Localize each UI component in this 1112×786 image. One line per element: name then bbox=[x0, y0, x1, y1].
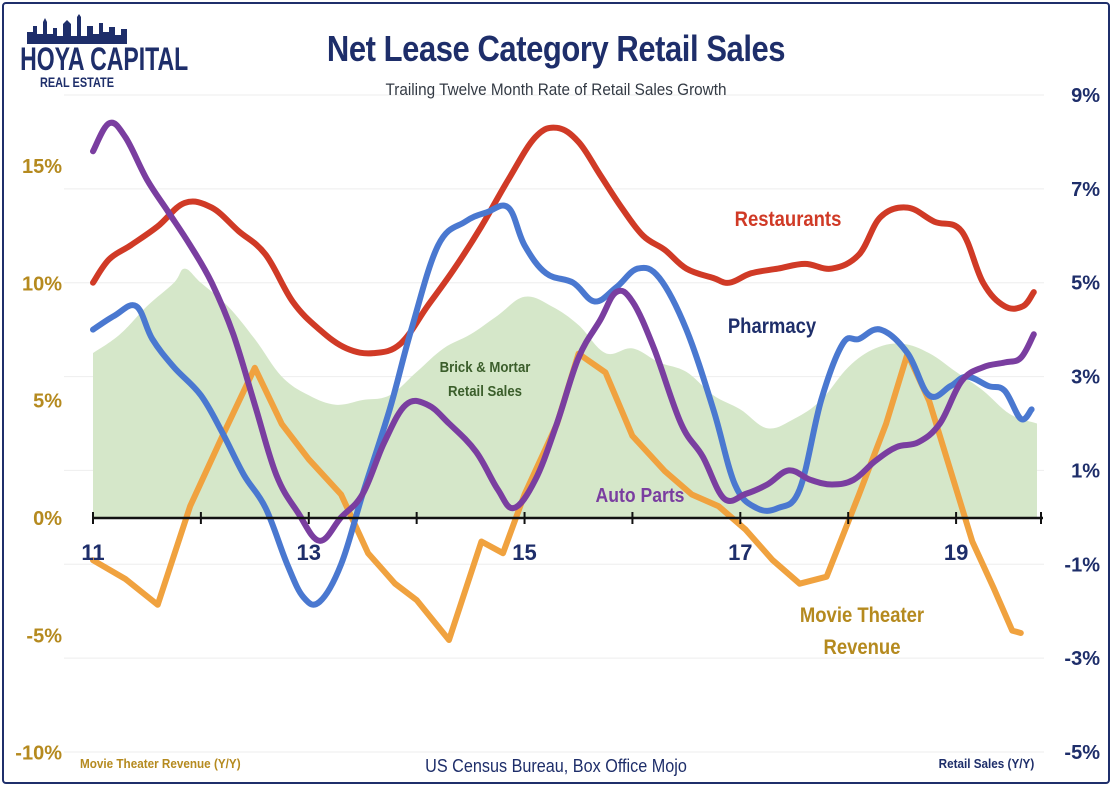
right-axis-tick-label: 1% bbox=[1071, 460, 1100, 482]
annotation-movie-theater-revenue: Movie Theater Revenue bbox=[800, 604, 924, 659]
x-tick-label: 11 bbox=[81, 540, 104, 565]
annotation-brick-mortar-retail-sales: Brick & Mortar Retail Sales bbox=[440, 358, 531, 399]
left-axis-tick-label: 15% bbox=[22, 156, 62, 178]
right-axis-title: Retail Sales (Y/Y) bbox=[938, 756, 1034, 771]
right-axis-tick-label: -1% bbox=[1064, 554, 1100, 576]
annotation-restaurants: Restaurants bbox=[735, 208, 842, 231]
right-axis-tick-label: -5% bbox=[1064, 742, 1100, 764]
series-line-auto-parts bbox=[90, 119, 1037, 544]
left-axis-tick-label: -5% bbox=[26, 625, 62, 647]
x-tick-label: 19 bbox=[944, 540, 968, 565]
right-axis-tick-label: 3% bbox=[1071, 367, 1100, 389]
left-axis-tick-label: 10% bbox=[22, 273, 62, 295]
x-tick-label: 15 bbox=[512, 540, 536, 565]
series-line-restaurants bbox=[90, 124, 1037, 357]
annotation-pharmacy: Pharmacy bbox=[728, 315, 816, 338]
left-axis-tick-label: 0% bbox=[33, 508, 62, 530]
right-axis-tick-label: 5% bbox=[1071, 273, 1100, 295]
logo-line-2: REAL ESTATE bbox=[39, 74, 115, 90]
skyline-icon bbox=[27, 14, 127, 44]
right-axis-tick-label: 9% bbox=[1071, 85, 1100, 107]
x-tick-label: 13 bbox=[297, 540, 321, 565]
source-note: US Census Bureau, Box Office Mojo bbox=[425, 756, 687, 776]
chart-title: Net Lease Category Retail Sales bbox=[326, 28, 786, 69]
right-axis-tick-label: 7% bbox=[1071, 179, 1100, 201]
annotation-auto-parts: Auto Parts bbox=[596, 484, 685, 506]
left-axis-tick-label: 5% bbox=[33, 391, 62, 413]
right-axis-tick-label: -3% bbox=[1064, 648, 1100, 670]
line-chart: 11 13 15 17 19 15% 10% 5% 0% -5% -10% 9% 7% 5% 3% 1% -1%… bbox=[15, 85, 1100, 765]
left-axis-title: Movie Theater Revenue (Y/Y) bbox=[80, 756, 241, 771]
left-axis-tick-label: -10% bbox=[15, 743, 62, 765]
series-line-pharmacy bbox=[90, 202, 1035, 608]
chart-subtitle: Trailing Twelve Month Rate of Retail Sal… bbox=[385, 80, 727, 99]
x-tick-label: 17 bbox=[728, 540, 752, 565]
